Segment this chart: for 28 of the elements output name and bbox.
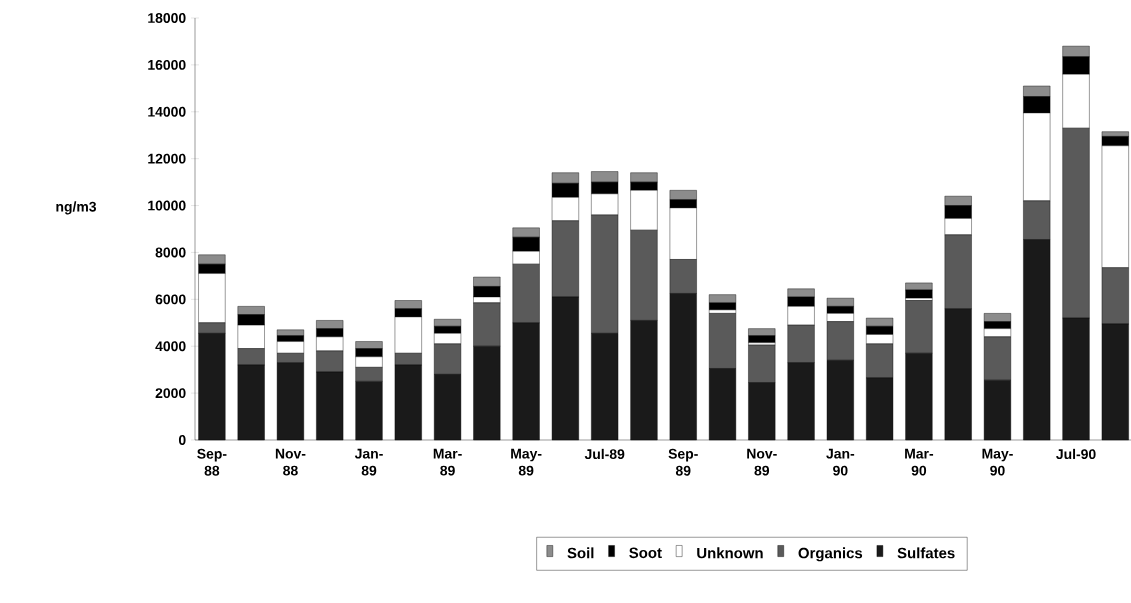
legend-label: Sulfates (897, 547, 955, 559)
y-axis-title: ng/m3 (56, 201, 97, 215)
y-tick-label: 14000 (148, 106, 186, 117)
x-tick-label: Sep-89 (668, 448, 698, 476)
y-tick-label: 2000 (155, 388, 186, 399)
x-tick-label: Jan-90 (826, 448, 855, 476)
y-tick-label: 0 (178, 435, 186, 445)
legend-label: Soot (629, 547, 662, 559)
y-tick-label: 10000 (148, 200, 186, 211)
y-tick-label: 4000 (155, 341, 186, 352)
x-tick-label: Jul-90 (1056, 448, 1096, 460)
y-tick-label: 18000 (148, 13, 186, 23)
x-tick-label: Nov-89 (747, 448, 777, 476)
x-tick-label: May-89 (511, 448, 542, 476)
legend-label: Soil (567, 547, 594, 559)
x-tick-label: Nov-88 (275, 448, 306, 476)
y-tick-label: 6000 (155, 294, 186, 305)
x-tick-label: Mar-89 (433, 448, 462, 476)
legend-label: Unknown (697, 547, 763, 559)
x-tick-label: Sep-88 (197, 448, 227, 476)
y-tick-label: 16000 (148, 59, 186, 70)
x-tick-label: Jan-89 (354, 448, 383, 476)
x-tick-label: Jul-89 (584, 448, 625, 460)
y-tick-label: 8000 (155, 247, 186, 258)
x-tick-label: Mar-90 (905, 448, 934, 476)
x-tick-label: May-90 (982, 448, 1013, 476)
y-tick-label: 12000 (148, 153, 186, 164)
legend-label: Organics (798, 547, 863, 562)
